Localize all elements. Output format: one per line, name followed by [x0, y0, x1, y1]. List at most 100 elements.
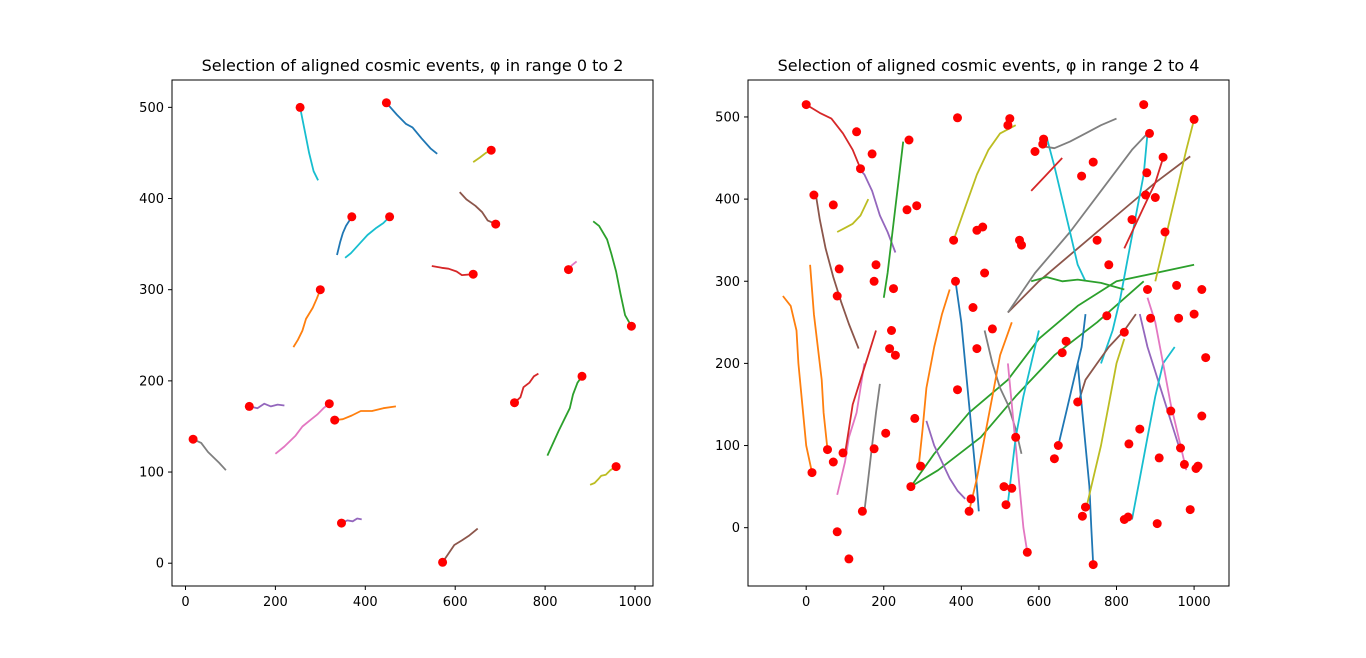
track-start-marker-71	[1135, 424, 1145, 434]
track-start-marker-61	[1077, 171, 1087, 181]
y-tick-label: 100	[139, 466, 164, 481]
track-line-5	[336, 216, 353, 256]
right-chart: Selection of aligned cosmic events, φ in…	[715, 56, 1230, 610]
track-start-marker-1	[381, 98, 391, 108]
track-start-marker-82	[1160, 227, 1170, 237]
track-start-marker-2	[801, 100, 811, 110]
track-start-marker-69	[1123, 512, 1133, 522]
track-line-16	[192, 438, 227, 471]
track-start-marker-12	[838, 448, 848, 458]
track-start-marker-6	[828, 200, 838, 210]
track-line-33	[1030, 157, 1063, 192]
track-start-marker-18	[337, 518, 346, 528]
track-start-marker-28	[916, 461, 926, 471]
track-start-marker-16	[869, 444, 879, 454]
plot-area	[188, 98, 636, 567]
track-start-marker-50	[1030, 147, 1040, 156]
track-start-marker-24	[904, 135, 914, 145]
track-start-marker-18	[871, 260, 881, 270]
track-start-marker-9	[626, 321, 636, 331]
track-start-marker-23	[890, 350, 900, 360]
track-start-marker-8	[832, 291, 842, 301]
x-tick-label: 600	[443, 595, 468, 610]
track-start-marker-47	[1017, 240, 1026, 250]
y-tick-label: 100	[715, 439, 740, 454]
track-start-marker-14	[324, 399, 334, 409]
track-start-marker-32	[951, 276, 960, 286]
track-line-26	[1076, 363, 1095, 565]
track-start-marker-76	[1145, 128, 1154, 138]
track-start-marker-36	[978, 222, 988, 232]
x-tick-label: 400	[949, 595, 974, 610]
track-start-marker-44	[1007, 483, 1017, 493]
track-line-36	[1007, 330, 1040, 504]
track-line-19	[441, 527, 479, 563]
track-line-6	[910, 280, 1145, 488]
track-start-marker-17	[611, 462, 621, 472]
track-line-4	[459, 191, 497, 225]
track-start-marker-84	[1172, 280, 1182, 290]
track-start-marker-95	[1201, 353, 1211, 363]
track-line-28	[1084, 338, 1126, 512]
track-start-marker-64	[1104, 260, 1114, 270]
track-line-12	[855, 165, 897, 253]
track-start-marker-89	[1189, 309, 1199, 319]
y-tick-label: 300	[715, 275, 740, 290]
x-tick-label: 800	[533, 595, 558, 610]
track-start-marker-3	[852, 127, 862, 137]
track-start-marker-74	[1142, 168, 1152, 178]
track-start-marker-60	[1081, 502, 1090, 512]
track-start-marker-83	[1166, 406, 1176, 416]
track-start-marker-34	[968, 303, 978, 312]
track-start-marker-96	[1088, 560, 1098, 570]
x-tick-label: 0	[181, 595, 189, 610]
track-start-marker-3	[486, 145, 496, 155]
track-start-marker-43	[1001, 500, 1011, 510]
track-start-marker-30	[953, 113, 962, 123]
axes-frame	[171, 79, 654, 587]
track-start-marker-5	[347, 212, 357, 222]
track-line-16	[1057, 313, 1087, 446]
chart-title: Selection of aligned cosmic events, φ in…	[778, 56, 1200, 75]
track-line-1	[385, 102, 438, 155]
y-tick-label: 500	[139, 101, 164, 116]
track-start-marker-87	[1179, 459, 1189, 469]
track-start-marker-37	[980, 268, 990, 278]
track-line-2	[815, 194, 860, 349]
track-start-marker-70	[1127, 215, 1137, 225]
y-tick-label: 200	[139, 374, 164, 389]
track-start-marker-80	[1154, 453, 1164, 463]
track-start-marker-17	[881, 428, 891, 438]
track-line-21	[1138, 313, 1180, 446]
track-start-marker-27	[906, 482, 916, 492]
track-line-32	[1030, 276, 1125, 291]
y-tick-label: 400	[715, 193, 740, 208]
track-start-marker-4	[867, 149, 877, 159]
track-start-marker-7	[834, 264, 844, 274]
track-line-20	[1154, 119, 1195, 282]
track-start-marker-56	[1057, 348, 1067, 358]
track-start-marker-73	[1141, 190, 1151, 200]
x-tick-label: 800	[1104, 595, 1129, 610]
track-line-25	[1038, 117, 1117, 150]
track-line-31	[968, 321, 1013, 512]
track-line-22	[882, 141, 905, 298]
track-start-marker-41	[966, 494, 976, 504]
track-line-10	[292, 289, 322, 348]
track-line-11	[513, 372, 539, 404]
track-line-7	[1007, 155, 1191, 314]
track-start-marker-54	[1049, 454, 1059, 464]
track-start-marker-22	[885, 344, 895, 354]
track-start-marker-53	[1022, 547, 1032, 557]
track-line-8	[1007, 132, 1149, 314]
y-tick-label: 300	[139, 283, 164, 298]
track-start-marker-15	[857, 506, 867, 516]
track-start-marker-15	[330, 415, 340, 425]
y-tick-label: 500	[715, 110, 740, 125]
track-start-marker-10	[315, 285, 325, 295]
track-line-27	[1131, 346, 1176, 520]
track-start-marker-21	[887, 326, 896, 335]
track-start-marker-66	[1119, 327, 1129, 337]
track-start-marker-75	[1143, 285, 1152, 294]
track-start-marker-40	[964, 506, 974, 516]
